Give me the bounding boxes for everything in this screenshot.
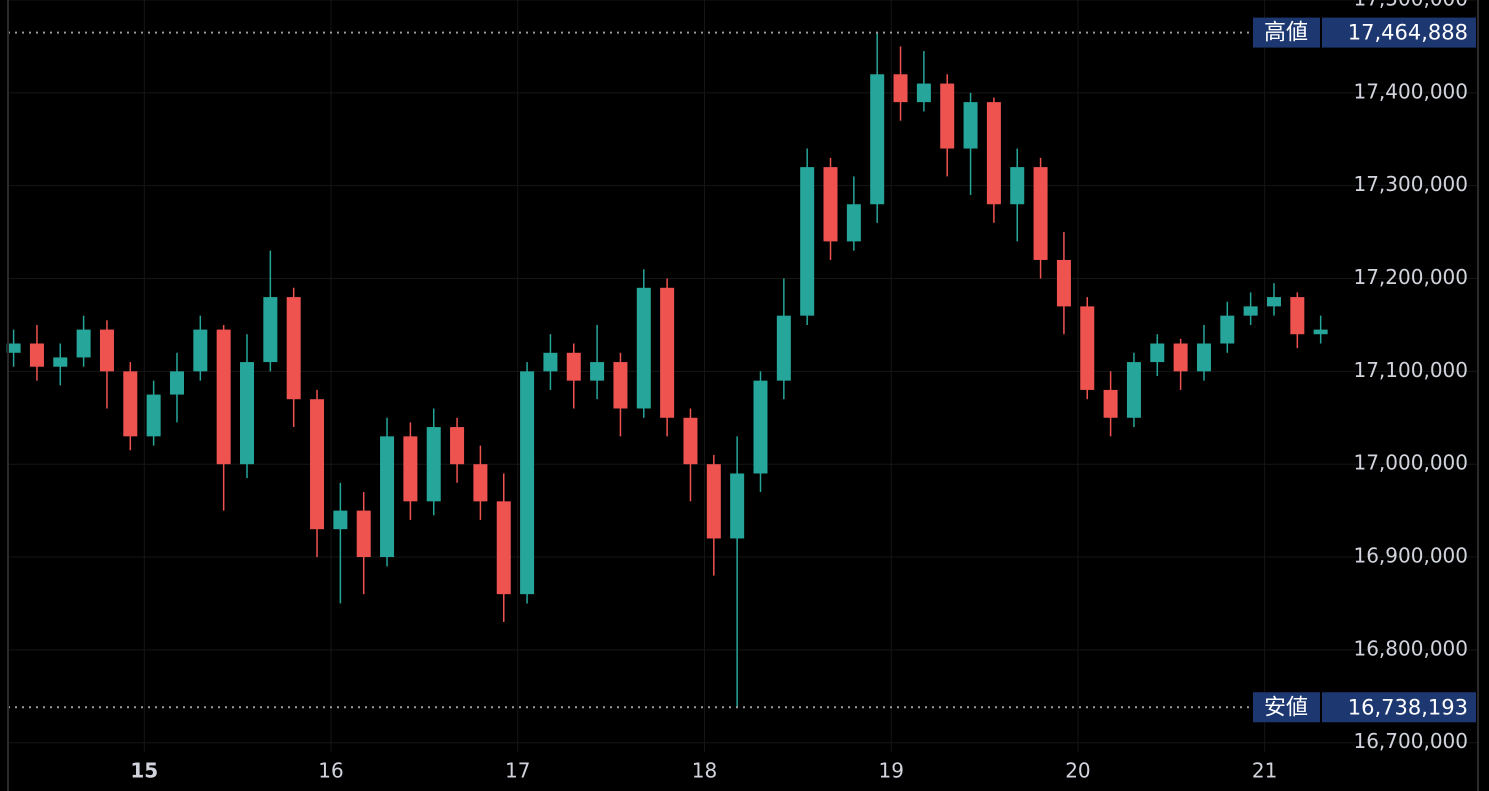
y-tick-label: 17,000,000 — [1353, 451, 1468, 475]
candle-body — [940, 83, 955, 149]
candle-body — [169, 371, 184, 395]
candle-body — [380, 436, 395, 558]
candle-body — [263, 297, 278, 363]
y-tick-label: 17,500,000 — [1353, 0, 1468, 11]
candle-body — [753, 380, 768, 474]
y-tick-label: 17,300,000 — [1353, 172, 1468, 196]
candle-body — [286, 297, 301, 400]
candle-body — [660, 287, 675, 418]
candle-body — [356, 510, 371, 558]
badge-label-bg — [1253, 692, 1320, 723]
candle-body — [1173, 343, 1188, 372]
candle-body — [613, 362, 628, 409]
candle-body — [310, 399, 325, 530]
candle-body — [520, 371, 535, 595]
candle-body — [1150, 343, 1165, 363]
candle-body — [99, 329, 114, 372]
candle-body — [823, 167, 838, 242]
badge-value-bg — [1322, 17, 1476, 48]
badge-value: 17,464,888 — [1348, 21, 1468, 45]
candle-body — [706, 464, 721, 539]
candle-body — [590, 362, 605, 381]
candle-body — [1126, 362, 1141, 418]
x-tick-label: 21 — [1252, 759, 1277, 783]
candle-body — [1103, 389, 1118, 418]
candle-body — [403, 436, 418, 502]
x-tick-label: 17 — [505, 759, 530, 783]
candle-body — [123, 371, 138, 437]
candle-body — [870, 74, 885, 205]
candle-body — [1033, 167, 1048, 260]
candle-body — [53, 357, 68, 367]
candle-body — [683, 417, 698, 465]
x-axis-band — [0, 752, 1489, 791]
badge-label: 高値 — [1264, 21, 1308, 46]
candle-body — [1220, 315, 1235, 344]
candle-body — [146, 394, 161, 437]
candle-body — [496, 501, 511, 595]
candle-body — [1243, 306, 1258, 316]
y-tick-label: 17,200,000 — [1353, 265, 1468, 289]
candle-body — [566, 352, 581, 381]
y-tick-label: 17,100,000 — [1353, 358, 1468, 382]
candle-body — [636, 287, 651, 409]
candle-body — [426, 427, 441, 502]
y-tick-label: 16,800,000 — [1353, 636, 1468, 660]
candle-body — [1010, 167, 1025, 205]
candle-body — [916, 83, 931, 103]
x-tick-label: 18 — [692, 759, 717, 783]
x-tick-label: 16 — [318, 759, 343, 783]
candle-body — [6, 343, 21, 353]
candle-body — [893, 74, 908, 103]
candle-body — [986, 102, 1001, 205]
candle-body — [333, 510, 348, 530]
candle-body — [1196, 343, 1211, 372]
x-tick-label: 20 — [1065, 759, 1090, 783]
badge-value-bg — [1322, 692, 1476, 723]
candle-body — [450, 427, 465, 465]
badge-value: 16,738,193 — [1348, 695, 1468, 719]
candle-body — [846, 204, 861, 242]
badge-label: 安値 — [1264, 695, 1308, 720]
candle-body — [193, 329, 208, 372]
candle-body — [216, 329, 231, 465]
candle-body — [730, 473, 745, 539]
candle-body — [800, 167, 815, 316]
candle-body — [776, 315, 791, 381]
candle-body — [1266, 297, 1281, 307]
candle-body — [1290, 297, 1305, 335]
badge-label-bg — [1253, 17, 1320, 48]
candle-body — [29, 343, 44, 367]
candle-body — [1080, 306, 1095, 390]
candle-body — [76, 329, 91, 358]
x-tick-label: 19 — [878, 759, 903, 783]
candle-body — [963, 102, 978, 149]
candle-body — [543, 352, 558, 372]
y-tick-label: 16,700,000 — [1353, 729, 1468, 753]
y-tick-label: 17,400,000 — [1353, 79, 1468, 103]
candle-body — [240, 362, 255, 465]
y-tick-label: 16,900,000 — [1353, 544, 1468, 568]
candle-body — [1056, 259, 1071, 307]
candle-body — [473, 464, 488, 502]
candle-body — [1313, 329, 1328, 335]
x-tick-label: 15 — [130, 759, 158, 783]
